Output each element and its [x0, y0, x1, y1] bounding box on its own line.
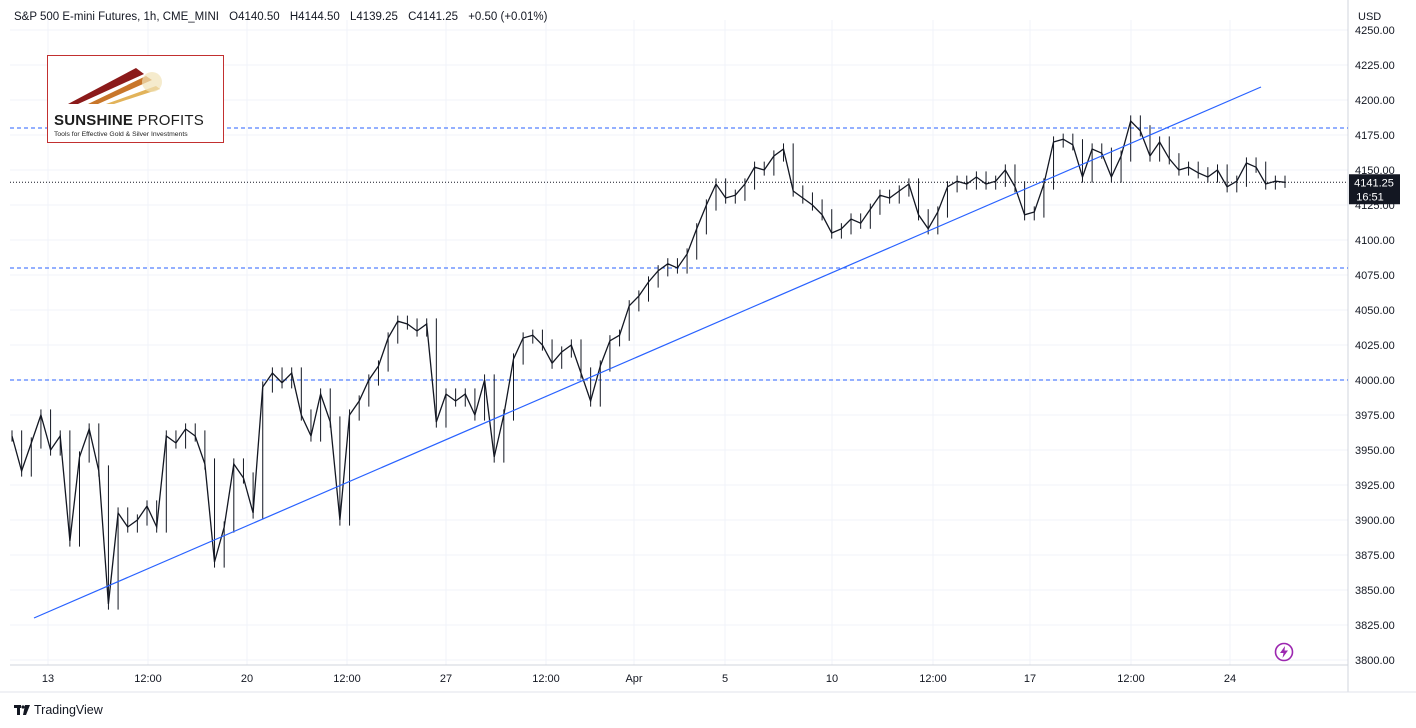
x-tick-label: Apr: [625, 673, 642, 685]
y-tick-label: 3875.00: [1355, 550, 1395, 562]
tradingview-logo-icon: [14, 705, 30, 715]
ascending-trendline[interactable]: [33, 86, 1262, 619]
symbol-legend[interactable]: S&P 500 E-mini Futures, 1h, CME_MINI O41…: [14, 11, 554, 23]
lightning-bolt-icon[interactable]: [1274, 642, 1294, 662]
y-tick-label: 4225.00: [1355, 60, 1395, 72]
ohlc-open: O4140.50: [229, 11, 280, 23]
y-tick-label: 3950.00: [1355, 445, 1395, 457]
y-tick-label: 3925.00: [1355, 480, 1395, 492]
tradingview-brand-text: TradingView: [34, 703, 103, 717]
logo-title-light: PROFITS: [133, 112, 204, 129]
price-axis[interactable]: 3800.00 3825.00 3850.00 3875.00 3900.00 3925.…: [1355, 25, 1395, 667]
y-tick-label: 4050.00: [1355, 305, 1395, 317]
logo-title-bold: SUNSHINE: [54, 112, 134, 129]
y-tick-label: 4100.00: [1355, 235, 1395, 247]
tradingview-brand[interactable]: TradingView: [14, 703, 103, 717]
logo-title: SUNSHINE PROFITS: [54, 112, 204, 129]
x-tick-label: 10: [826, 673, 838, 685]
bar-countdown-text: 16:51: [1356, 191, 1384, 203]
x-tick-label: 5: [722, 673, 728, 685]
arrow-logo-icon: [68, 68, 162, 104]
logo-tagline: Tools for Effective Gold & Silver Invest…: [54, 131, 188, 138]
current-price-marker: 4141.25 16:51: [1349, 174, 1400, 205]
x-tick-label: 12:00: [532, 673, 560, 685]
x-tick-label: 20: [241, 673, 253, 685]
x-tick-label: 12:00: [134, 673, 162, 685]
y-tick-label: 4025.00: [1355, 340, 1395, 352]
x-tick-label: 17: [1024, 673, 1036, 685]
trendline[interactable]: [33, 86, 1262, 619]
y-tick-label: 3900.00: [1355, 515, 1395, 527]
ohlc-high: H4144.50: [289, 11, 340, 23]
price-series: [11, 115, 1286, 610]
y-tick-label: 4175.00: [1355, 130, 1395, 142]
x-tick-label: 12:00: [919, 673, 947, 685]
y-tick-label: 4000.00: [1355, 375, 1395, 387]
x-tick-label: 12:00: [1117, 673, 1145, 685]
x-tick-label: 12:00: [333, 673, 361, 685]
y-tick-label: 4075.00: [1355, 270, 1395, 282]
y-tick-label: 3975.00: [1355, 410, 1395, 422]
y-tick-label: 4200.00: [1355, 95, 1395, 107]
y-tick-label: 3825.00: [1355, 620, 1395, 632]
x-tick-label: 27: [440, 673, 452, 685]
y-tick-label: 4250.00: [1355, 25, 1395, 37]
x-tick-label: 13: [42, 673, 54, 685]
current-price-text: 4141.25: [1354, 177, 1394, 189]
price-line: [11, 119, 1286, 605]
currency-label[interactable]: USD: [1358, 11, 1382, 23]
current-price-tag: [1349, 174, 1400, 205]
symbol-title[interactable]: S&P 500 E-mini Futures, 1h, CME_MINI: [14, 11, 219, 23]
y-tick-label: 4150.00: [1355, 165, 1395, 177]
horizontal-levels[interactable]: [10, 127, 1348, 381]
x-tick-label: 24: [1224, 673, 1236, 685]
ohlc-change: +0.50 (+0.01%): [468, 11, 548, 23]
y-tick-label: 3850.00: [1355, 585, 1395, 597]
ohlc-close: C4141.25: [408, 11, 458, 23]
sunshine-profits-logo: SUNSHINE PROFITS Tools for Effective Gol…: [47, 55, 224, 143]
ohlc-low: L4139.25: [349, 11, 398, 23]
time-axis[interactable]: 13 12:00 20 12:00 27 12:00 Apr 5 10 12:00 17 12:00 2…: [42, 673, 1236, 685]
y-tick-label: 3800.00: [1355, 655, 1395, 667]
